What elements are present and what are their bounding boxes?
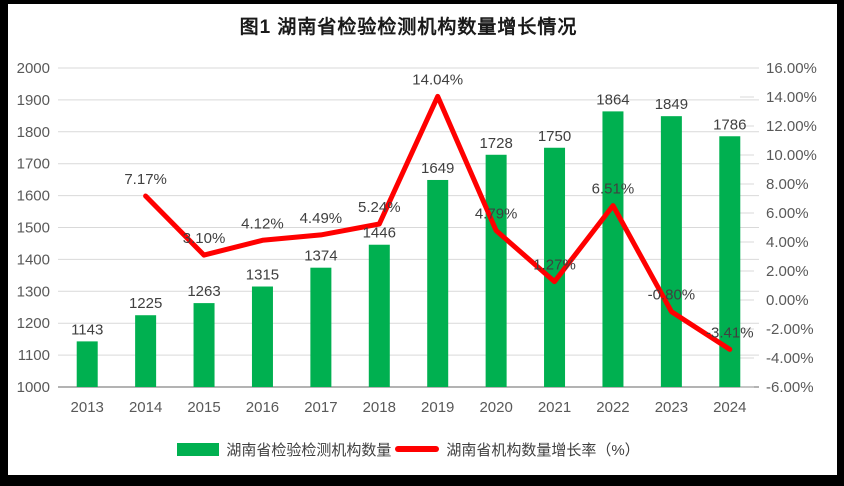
line-series-legend-label: 湖南省机构数量增长率（%） (446, 441, 640, 459)
rate-value-label: 3.10% (183, 230, 226, 247)
bar-2022 (602, 111, 624, 387)
rate-value-label: 7.17% (124, 171, 167, 188)
left-axis-tick-label: 1500 (17, 220, 50, 237)
bar-2023 (660, 116, 682, 387)
bar-2021 (544, 147, 566, 387)
x-axis-tick-label: 2018 (363, 399, 396, 416)
growth-rate-line (143, 93, 733, 352)
bar-series-legend-swatch (177, 442, 220, 456)
line-series-legend-swatch (395, 446, 440, 452)
right-axis-tick-label: -4.00% (766, 350, 814, 367)
bar-series-legend-label: 湖南省检验检测机构数量 (226, 441, 392, 459)
left-axis-tick-label: 1800 (17, 124, 50, 141)
x-axis-tick-label: 2021 (538, 399, 571, 416)
bar-value-label: 1649 (421, 160, 454, 177)
bar-value-label: 1263 (187, 283, 220, 300)
x-axis-tick-label: 2014 (129, 399, 162, 416)
right-axis-tick-label: -6.00% (766, 379, 814, 396)
x-axis-tick-label: 2017 (304, 399, 337, 416)
bar-2018 (368, 244, 390, 387)
chart-title: 图1 湖南省检验检测机构数量增长情况 (239, 17, 578, 38)
x-axis-tick-label: 2024 (713, 399, 746, 416)
bar-2024 (719, 136, 741, 387)
left-axis-tick-label: 1900 (17, 92, 50, 109)
bar-value-label: 1225 (129, 295, 162, 312)
x-axis-tick-label: 2019 (421, 399, 454, 416)
bar-2013 (76, 341, 98, 387)
right-axis-tick-label: 8.00% (766, 176, 809, 193)
bar-value-label: 1446 (363, 225, 396, 242)
rate-value-label: -3.41% (706, 324, 754, 341)
chart-legend: 湖南省检验检测机构数量 湖南省机构数量增长率（%） (58, 438, 759, 460)
rate-value-label: 1.27% (533, 257, 576, 274)
right-axis-tick-label: 10.00% (766, 147, 817, 164)
bar-value-label: 1374 (304, 248, 337, 265)
left-axis-tick-label: 1100 (18, 347, 50, 364)
left-axis-tick-label: 1300 (17, 283, 50, 300)
right-axis-tick-label: 16.00% (766, 60, 817, 77)
bar-value-label: 1315 (246, 267, 279, 284)
left-axis-tick-label: 1200 (17, 315, 50, 332)
x-axis-tick-label: 2015 (187, 399, 220, 416)
bar-value-label: 1864 (596, 91, 629, 108)
right-axis-tick-label: 0.00% (766, 292, 809, 309)
right-axis-tick-label: 4.00% (766, 234, 809, 251)
rate-value-label: 14.04% (412, 71, 463, 88)
x-axis-tick-label: 2023 (655, 399, 688, 416)
rate-value-label: -0.80% (648, 287, 696, 304)
bar-value-label: 1728 (479, 135, 512, 152)
bar-2019 (427, 179, 449, 387)
x-axis-tick-label: 2022 (596, 399, 629, 416)
right-axis-tick-label: 12.00% (766, 118, 817, 135)
left-axis-tick-label: 1600 (17, 188, 50, 205)
bar-2020 (485, 154, 507, 387)
bar-2017 (310, 267, 332, 387)
bar-value-label: 1786 (713, 116, 746, 133)
left-axis-tick-label: 1700 (17, 156, 50, 173)
left-axis-tick-label: 2000 (17, 60, 50, 77)
right-axis-tick-label: 14.00% (766, 89, 817, 106)
x-axis-tick-label: 2013 (71, 399, 104, 416)
x-axis-tick-label: 2016 (246, 399, 279, 416)
chart-panel (8, 4, 837, 475)
bar-2015 (193, 303, 215, 387)
rate-value-label: 6.51% (592, 181, 635, 198)
rate-value-label: 4.49% (300, 210, 343, 227)
rate-value-label: 5.24% (358, 199, 401, 216)
right-axis-tick-label: -2.00% (766, 321, 814, 338)
bar-value-label: 1750 (538, 128, 571, 145)
bar-value-label: 1143 (71, 321, 103, 338)
bar-2016 (251, 286, 273, 387)
left-axis-tick-label: 1400 (17, 251, 50, 268)
bar-2014 (135, 315, 157, 387)
x-axis-tick-label: 2020 (479, 399, 512, 416)
right-axis-tick-label: 2.00% (766, 263, 809, 280)
left-axis-tick-label: 1000 (17, 379, 50, 396)
right-axis-tick-label: 6.00% (766, 205, 809, 222)
rate-value-label: 4.79% (475, 206, 518, 223)
bar-value-label: 1849 (655, 96, 688, 113)
rate-value-label: 4.12% (241, 215, 284, 232)
